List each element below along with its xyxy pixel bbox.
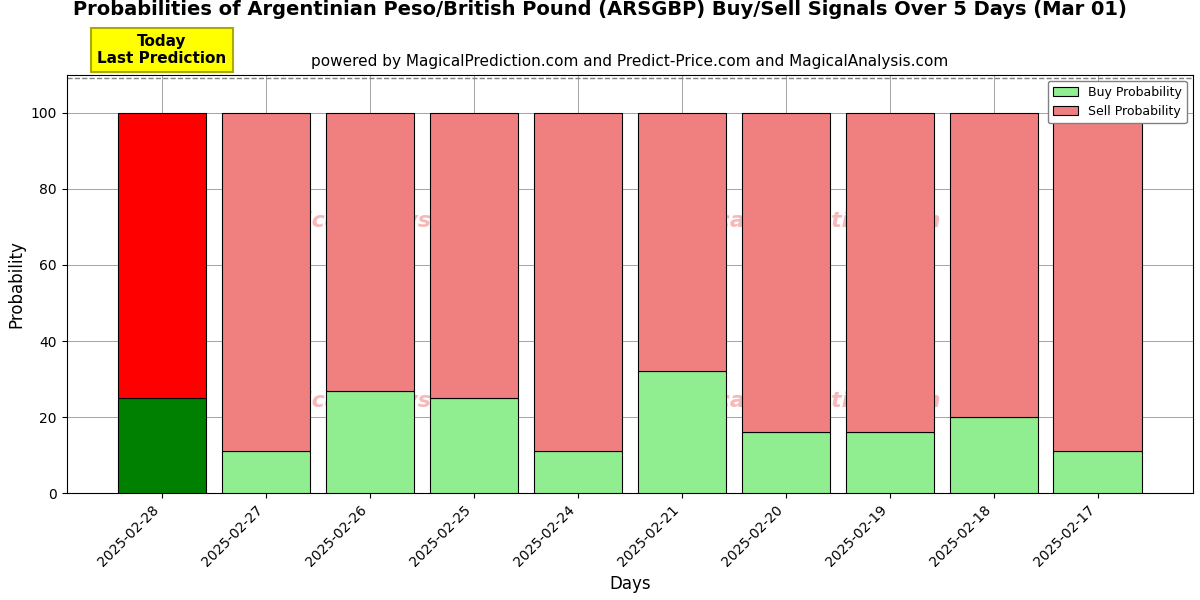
Bar [325, 113, 414, 391]
Bar [430, 398, 518, 493]
Text: MagicalPrediction.com: MagicalPrediction.com [656, 391, 941, 411]
Bar [222, 113, 310, 451]
Bar [637, 113, 726, 371]
Bar [118, 113, 206, 398]
Text: MagicalPrediction.com: MagicalPrediction.com [656, 211, 941, 231]
Bar [1054, 451, 1142, 493]
Bar [949, 113, 1038, 417]
X-axis label: Days: Days [610, 575, 650, 593]
Bar [846, 113, 934, 433]
Text: MagicalAnalysis.com: MagicalAnalysis.com [252, 211, 512, 231]
Bar [222, 451, 310, 493]
Bar [637, 371, 726, 493]
Bar [534, 451, 622, 493]
Bar [325, 391, 414, 493]
Y-axis label: Probability: Probability [7, 240, 25, 328]
Title: powered by MagicalPrediction.com and Predict-Price.com and MagicalAnalysis.com: powered by MagicalPrediction.com and Pre… [311, 54, 948, 69]
Legend: Buy Probability, Sell Probability: Buy Probability, Sell Probability [1048, 81, 1187, 123]
Text: Probabilities of Argentinian Peso/British Pound (ARSGBP) Buy/Sell Signals Over 5: Probabilities of Argentinian Peso/Britis… [73, 0, 1127, 19]
Text: Today
Last Prediction: Today Last Prediction [97, 34, 227, 66]
Bar [1054, 113, 1142, 451]
Bar [534, 113, 622, 451]
Bar [430, 113, 518, 398]
Bar [949, 417, 1038, 493]
Bar [742, 433, 830, 493]
Bar [118, 398, 206, 493]
Bar [742, 113, 830, 433]
Bar [846, 433, 934, 493]
Text: MagicalAnalysis.com: MagicalAnalysis.com [252, 391, 512, 411]
